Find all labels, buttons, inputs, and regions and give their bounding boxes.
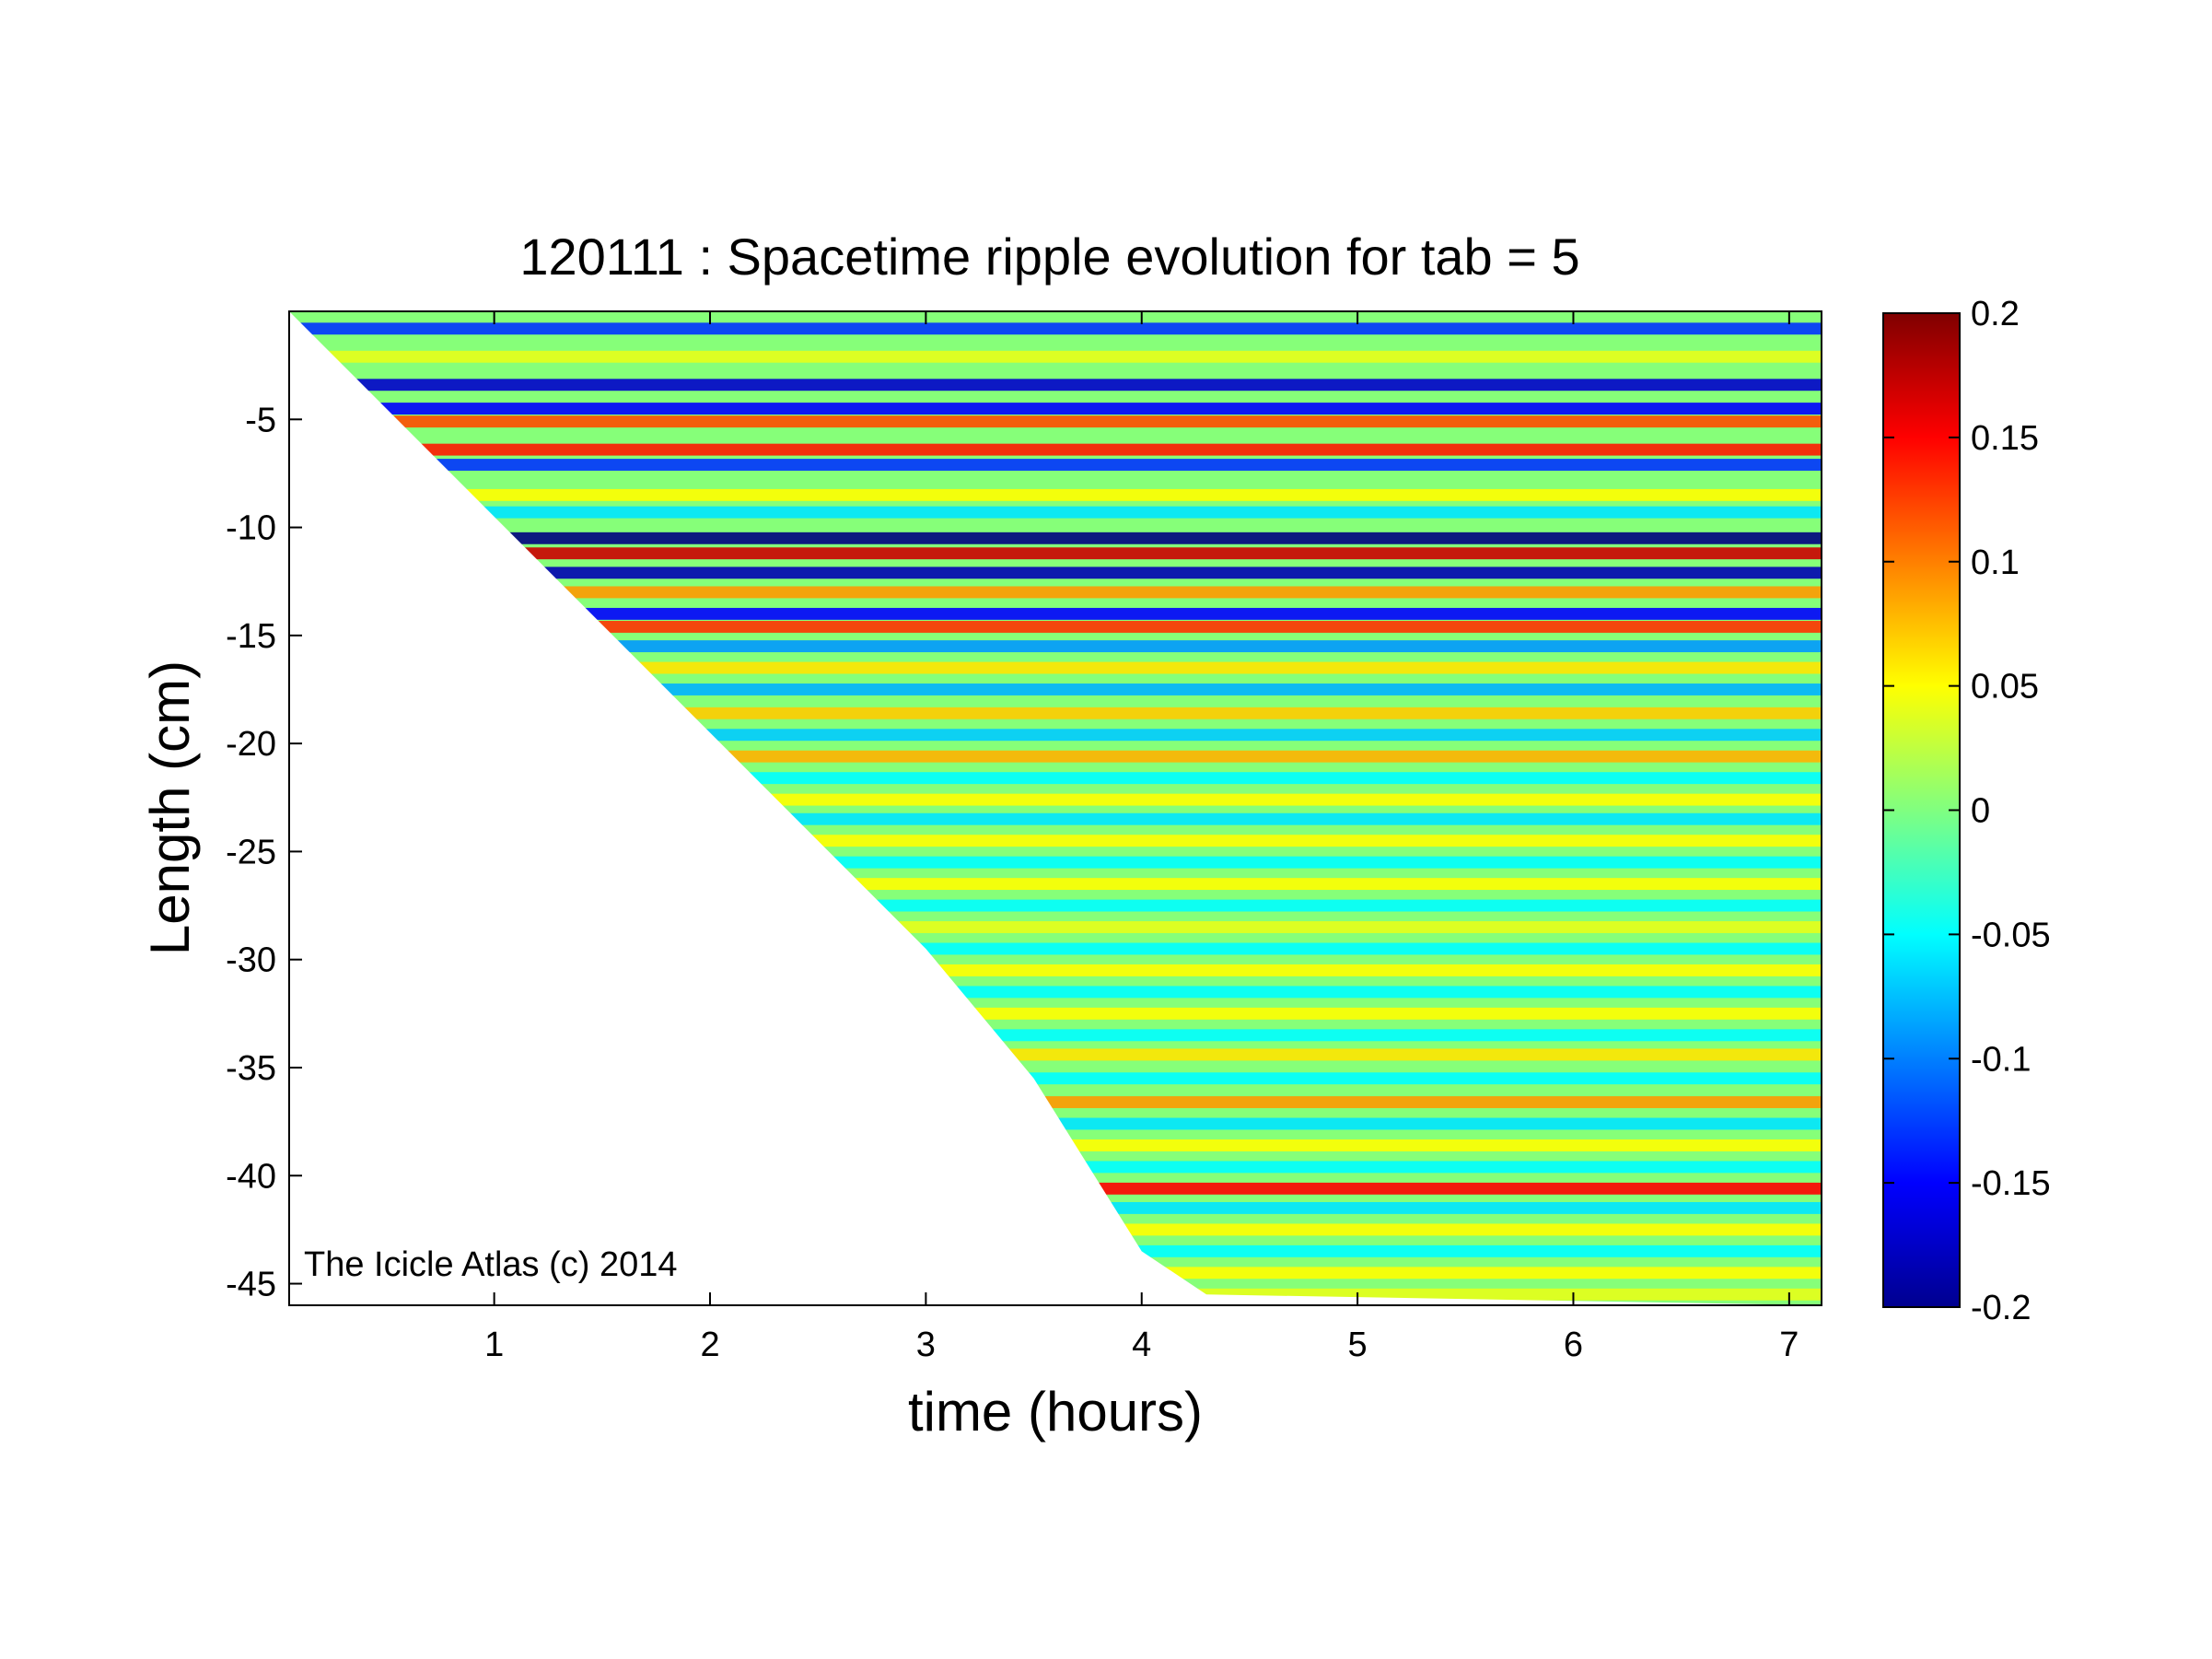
y-tick-label: -15: [226, 617, 276, 656]
ripple-band: [289, 415, 1822, 428]
y-tick-label: -20: [226, 725, 276, 764]
plot-frame: [288, 310, 1822, 1306]
ripple-band: [289, 443, 1822, 456]
colorbar-tick-label: -0.05: [1971, 916, 2051, 954]
x-tick-label: 3: [916, 1326, 936, 1364]
y-tick-label: -5: [245, 401, 276, 439]
ripple-band: [289, 621, 1822, 633]
y-tick-label: -35: [226, 1049, 276, 1088]
y-axis-label: Length (cm): [139, 660, 201, 955]
colorbar-tick-label: -0.2: [1971, 1289, 2031, 1327]
ripple-band: [289, 683, 1822, 695]
ripple-band: [289, 488, 1822, 501]
ripple-band: [289, 403, 1822, 415]
y-tick-label: -40: [226, 1157, 276, 1196]
y-tick-label: -25: [226, 833, 276, 871]
ripple-band: [289, 379, 1822, 391]
ripple-band: [289, 607, 1822, 620]
colorbar-tick-label: -0.1: [1971, 1040, 2031, 1079]
x-tick-label: 5: [1348, 1326, 1368, 1364]
x-axis-label: time (hours): [908, 1381, 1203, 1443]
colorbar-ticks: 0.2 0.15 0.1 0.05 0 -0.05 -0.1 -0.15 -0.2: [1883, 295, 2051, 1327]
colorbar-tick-label: 0.05: [1971, 668, 2039, 707]
ripple-band: [289, 350, 1822, 363]
ripple-band: [289, 586, 1822, 599]
y-tick-label: -45: [226, 1266, 276, 1304]
plot-area: [289, 311, 1822, 1305]
colorbar-tick-label: 0.1: [1971, 543, 2020, 582]
ripple-band: [289, 567, 1822, 579]
ripple-band: [289, 532, 1822, 544]
ripple-band: [289, 459, 1822, 471]
colorbar-gradient: [1883, 313, 1960, 1307]
x-tick-label: 2: [700, 1326, 719, 1364]
colorbar-tick-label: -0.15: [1971, 1164, 2051, 1203]
y-tick-label: -10: [226, 509, 276, 548]
x-tick-label: 1: [484, 1326, 504, 1364]
colorbar-tick-label: 0.2: [1971, 295, 2020, 333]
y-axis-ticks: -5 -10 -15 -20 -25 -30 -35 -40 -45: [226, 401, 302, 1304]
x-axis-ticks: 1 2 3 4 5 6 7: [484, 311, 1799, 1364]
colorbar-tick-label: 0: [1971, 792, 1990, 831]
ripple-band: [289, 506, 1822, 519]
ripple-band: [289, 547, 1822, 560]
ripple-band: [289, 661, 1822, 674]
chart-title: 120111 : Spacetime ripple evolution for …: [519, 228, 1579, 286]
x-tick-label: 7: [1779, 1326, 1799, 1364]
x-tick-label: 4: [1132, 1326, 1151, 1364]
copyright-annotation: The Icicle Atlas (c) 2014: [304, 1245, 678, 1284]
x-tick-label: 6: [1564, 1326, 1583, 1364]
ripple-band: [289, 322, 1822, 335]
y-tick-label: -30: [226, 941, 276, 980]
colorbar: 0.2 0.15 0.1 0.05 0 -0.05 -0.1 -0.15 -0.2: [1882, 295, 2051, 1327]
colorbar-tick-label: 0.15: [1971, 419, 2039, 458]
unmeasured-region: [289, 311, 1822, 1305]
ripple-band: [289, 640, 1822, 653]
